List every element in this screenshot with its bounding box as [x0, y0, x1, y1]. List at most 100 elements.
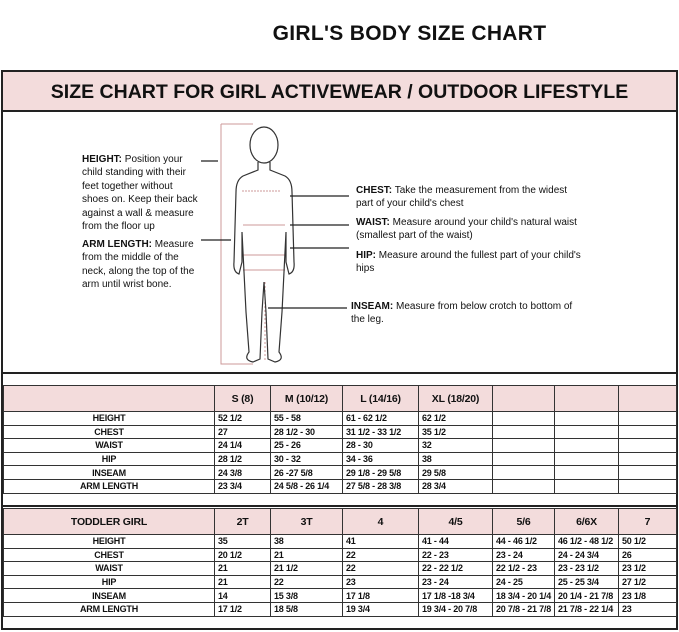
table-cell [492, 438, 555, 453]
table-cell: 27 1/2 [618, 574, 677, 590]
table-cell: 22 1/2 - 23 [492, 561, 555, 576]
column-header: 3T [270, 508, 343, 535]
column-header: 7 [618, 508, 677, 535]
table-cell: 22 [342, 561, 419, 576]
chest-note: CHEST: Take the measurement from the wid… [356, 185, 568, 210]
table-cell: 44 - 46 1/2 [492, 534, 555, 549]
table-cell: 41 - 44 [418, 534, 493, 549]
table-cell [492, 465, 555, 480]
measurement-guide: HEIGHT: Position your child standing wit… [3, 112, 676, 374]
table-cell [492, 478, 555, 494]
header-row: TODDLER GIRL 2T 3T 4 4/5 5/6 6/6X 7 [3, 508, 677, 535]
size-chart-frame: SIZE CHART FOR GIRL ACTIVEWEAR / OUTDOOR… [1, 70, 678, 630]
table-cell [618, 411, 677, 426]
table-cell: 21 [270, 547, 343, 563]
table-row: WAIST 21 21 1/2 22 22 - 22 1/2 22 1/2 - 23 23 … [3, 561, 677, 576]
table-cell: 38 [270, 534, 343, 549]
table-cell: 17 1/8 -18 3/4 [418, 588, 493, 603]
table-cell: 26 [618, 547, 677, 563]
column-header: 2T [214, 508, 271, 535]
column-header: 4/5 [418, 508, 493, 535]
table-cell: 23 [618, 601, 677, 617]
row-label: CHEST [3, 424, 215, 440]
table-cell: 22 [342, 547, 419, 563]
table-cell: 61 - 62 1/2 [342, 411, 419, 426]
table-cell [492, 424, 555, 440]
table-cell: 23 1/2 [618, 561, 677, 576]
divider [3, 505, 676, 507]
table-row: ARM LENGTH 17 1/2 18 5/8 19 3/4 19 3/4 - 20 … [3, 601, 677, 617]
girl-size-table: S (8) M (10/12) L (14/16) XL (18/20) HEIGHT 5… [3, 385, 677, 494]
inseam-note: INSEAM: Measure from below crotch to bot… [351, 301, 573, 326]
arm-length-note: ARM LENGTH: Measure from the middle of t… [82, 239, 195, 291]
row-label: HEIGHT [3, 534, 215, 549]
column-header: TODDLER GIRL [3, 508, 215, 535]
table-cell: 29 1/8 - 29 5/8 [342, 465, 419, 480]
table-cell: 41 [342, 534, 419, 549]
column-header: 4 [342, 508, 419, 535]
row-label: HIP [3, 451, 215, 467]
table-cell [554, 438, 619, 453]
table-cell: 17 1/2 [214, 601, 271, 617]
table-cell: 62 1/2 [418, 411, 493, 426]
table-cell [492, 411, 555, 426]
table-row: HEIGHT 52 1/2 55 - 58 61 - 62 1/2 62 1/2 [3, 411, 677, 426]
table-cell: 38 [418, 451, 493, 467]
column-header [554, 385, 619, 412]
table-cell [554, 424, 619, 440]
table-cell [492, 451, 555, 467]
table-cell: 21 1/2 [270, 561, 343, 576]
table-cell: 28 - 30 [342, 438, 419, 453]
header-row: S (8) M (10/12) L (14/16) XL (18/20) [3, 385, 677, 412]
table-cell [618, 451, 677, 467]
row-label: WAIST [3, 438, 215, 453]
table-row: HIP 28 1/2 30 - 32 34 - 36 38 [3, 451, 677, 467]
table-cell: 23 - 24 [492, 547, 555, 563]
table-cell: 20 7/8 - 21 7/8 [492, 601, 555, 617]
table-row: ARM LENGTH 23 3/4 24 5/8 - 26 1/4 27 5/8 - … [3, 478, 677, 494]
table-cell: 28 1/2 [214, 451, 271, 467]
column-header: 5/6 [492, 508, 555, 535]
page-title: GIRL'S BODY SIZE CHART [272, 22, 547, 45]
waist-note: WAIST: Measure around your child's natur… [356, 217, 577, 242]
table-row: HEIGHT 35 38 41 41 - 44 44 - 46 1/2 46 1/2 - 4… [3, 534, 677, 549]
table-cell: 24 - 25 [492, 574, 555, 590]
table-cell: 25 - 26 [270, 438, 343, 453]
column-header [492, 385, 555, 412]
table-cell [554, 451, 619, 467]
hip-note: HIP: Measure around the fullest part of … [356, 250, 581, 275]
table-cell: 28 1/2 - 30 [270, 424, 343, 440]
table-cell: 23 - 23 1/2 [554, 561, 619, 576]
table-cell: 22 [270, 574, 343, 590]
table-cell [618, 478, 677, 494]
table-cell: 23 1/8 [618, 588, 677, 603]
table-cell: 32 [418, 438, 493, 453]
row-label: ARM LENGTH [3, 601, 215, 617]
table-row: WAIST 24 1/4 25 - 26 28 - 30 32 [3, 438, 677, 453]
table-cell: 18 5/8 [270, 601, 343, 617]
row-label: ARM LENGTH [3, 478, 215, 494]
table-cell: 23 - 24 [418, 574, 493, 590]
table-cell: 27 [214, 424, 271, 440]
column-header [3, 385, 215, 412]
table-cell: 55 - 58 [270, 411, 343, 426]
row-label: HIP [3, 574, 215, 590]
table-cell: 50 1/2 [618, 534, 677, 549]
column-header: S (8) [214, 385, 271, 412]
table-row: INSEAM 24 3/8 26 -27 5/8 29 1/8 - 29 5/8 29 … [3, 465, 677, 480]
table-cell: 15 3/8 [270, 588, 343, 603]
column-header: M (10/12) [270, 385, 343, 412]
table-cell: 21 [214, 574, 271, 590]
table-cell: 23 3/4 [214, 478, 271, 494]
table-cell: 31 1/2 - 33 1/2 [342, 424, 419, 440]
table-cell: 24 1/4 [214, 438, 271, 453]
table-cell: 19 3/4 [342, 601, 419, 617]
table-cell: 22 - 22 1/2 [418, 561, 493, 576]
column-header: L (14/16) [342, 385, 419, 412]
height-note: HEIGHT: Position your child standing wit… [82, 154, 198, 233]
table-cell [618, 438, 677, 453]
table-cell [618, 465, 677, 480]
table-cell [554, 465, 619, 480]
table-cell [618, 424, 677, 440]
table-row: HIP 21 22 23 23 - 24 24 - 25 25 - 25 3/4 27 1/2 [3, 574, 677, 590]
